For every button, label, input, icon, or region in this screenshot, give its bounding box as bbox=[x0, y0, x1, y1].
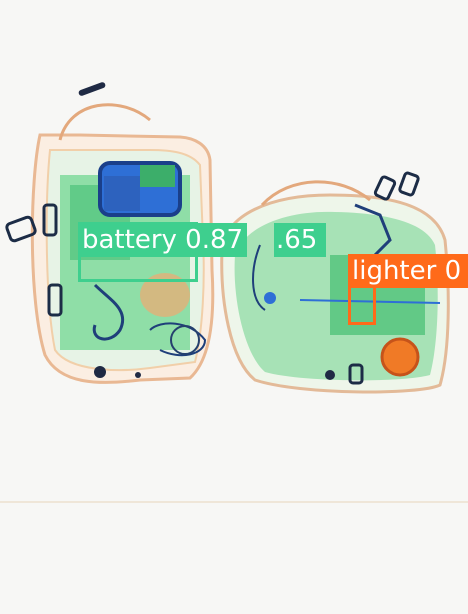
right-orange-round bbox=[380, 337, 420, 377]
left-bag-handle bbox=[58, 103, 151, 141]
right-dot bbox=[325, 370, 335, 380]
battery-object-inner bbox=[104, 176, 140, 211]
right-clip-3 bbox=[348, 363, 364, 385]
right-clip-2 bbox=[398, 171, 420, 197]
left-cable bbox=[92, 283, 125, 341]
right-cable bbox=[252, 244, 266, 311]
lighter-detection-label: lighter 0 bbox=[348, 254, 468, 288]
battery-detection-label: battery 0.87 bbox=[78, 223, 248, 257]
right-clip-1 bbox=[373, 175, 397, 201]
left-clip-1 bbox=[5, 215, 37, 243]
battery-detection-label-2: .65 bbox=[274, 223, 326, 257]
right-metal-item bbox=[354, 203, 392, 257]
left-dot bbox=[135, 372, 141, 378]
battery-object-label bbox=[140, 165, 175, 187]
left-round-item bbox=[170, 325, 200, 355]
left-clip-2 bbox=[42, 203, 58, 237]
right-bag-handle bbox=[260, 180, 371, 207]
left-cable-2 bbox=[149, 322, 207, 357]
left-clip-3 bbox=[47, 283, 63, 317]
right-metal-rod bbox=[299, 299, 441, 304]
right-small-metal bbox=[264, 292, 276, 304]
left-bag-zip-pull bbox=[78, 82, 106, 96]
left-organic-item bbox=[140, 273, 190, 317]
left-small-item bbox=[94, 366, 106, 378]
